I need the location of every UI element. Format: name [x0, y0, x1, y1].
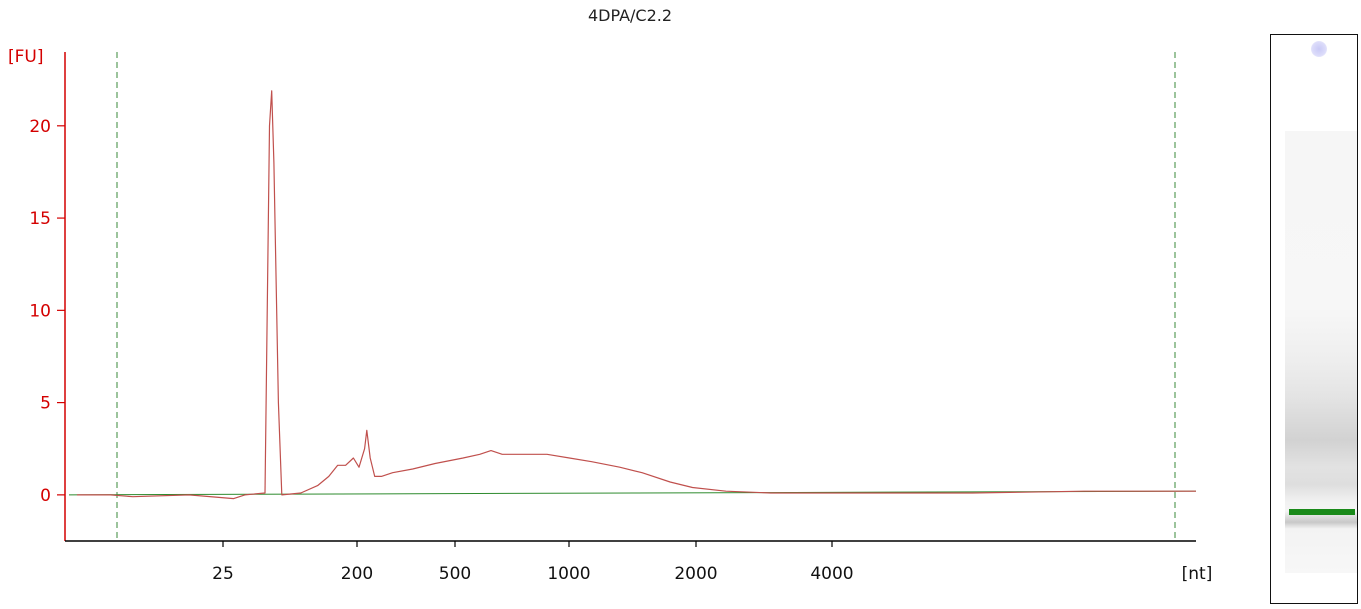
x-axis-label: [nt]	[1182, 564, 1213, 584]
y-tick-label: 5	[40, 394, 51, 414]
x-tick-label: 500	[439, 564, 471, 584]
x-tick-label: 2000	[674, 564, 717, 584]
x-tick-label: 200	[341, 564, 373, 584]
gel-marker-band	[1289, 509, 1355, 515]
fluorescence-trace	[77, 90, 1196, 500]
y-tick-label: 20	[29, 117, 51, 137]
chart-title: 4DPA/C2.2	[587, 6, 673, 25]
gel-lane	[1285, 131, 1357, 573]
gel-well	[1311, 41, 1327, 57]
gel-image-panel	[1270, 34, 1358, 604]
x-tick-label: 4000	[810, 564, 853, 584]
y-tick-label: 15	[29, 209, 51, 229]
x-tick-label: 1000	[547, 564, 590, 584]
y-tick-label: 0	[40, 486, 51, 506]
x-tick-label: 25	[212, 564, 234, 584]
electropherogram-chart: 0 5 10 15 20 [FU] 25 200 500 1000 2000 4000 [nt]	[8, 47, 1213, 584]
y-tick-label: 10	[29, 301, 51, 321]
y-axis-label: [FU]	[8, 47, 44, 67]
